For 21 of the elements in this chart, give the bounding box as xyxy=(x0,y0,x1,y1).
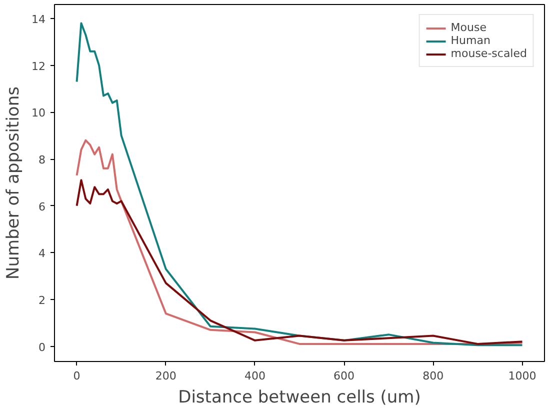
x-tick-label: 0 xyxy=(73,370,80,382)
x-tick-label: 400 xyxy=(244,370,266,382)
y-tick-label: 6 xyxy=(38,200,46,214)
y-tick-label: 0 xyxy=(38,340,46,354)
x-tick-label: 600 xyxy=(334,370,355,382)
legend-label: Human xyxy=(450,34,490,47)
x-tick-label: 200 xyxy=(155,370,176,382)
y-tick-label: 10 xyxy=(32,106,46,120)
x-tick-label: 1000 xyxy=(508,370,536,382)
line-series xyxy=(76,179,524,345)
y-tick-label: 14 xyxy=(32,13,46,26)
x-axis-title: Distance between cells (um) xyxy=(178,388,421,408)
x-tick-label: 800 xyxy=(422,370,444,382)
y-tick-label: 4 xyxy=(38,247,46,260)
y-tick-label: 8 xyxy=(38,154,46,167)
line-series xyxy=(76,139,524,345)
legend-label: mouse-scaled xyxy=(450,47,527,60)
y-axis-title: Number of appositions xyxy=(4,86,24,280)
y-tick-label: 2 xyxy=(38,294,46,307)
y-tick-label: 12 xyxy=(32,60,46,73)
legend-label: Mouse xyxy=(450,21,486,34)
